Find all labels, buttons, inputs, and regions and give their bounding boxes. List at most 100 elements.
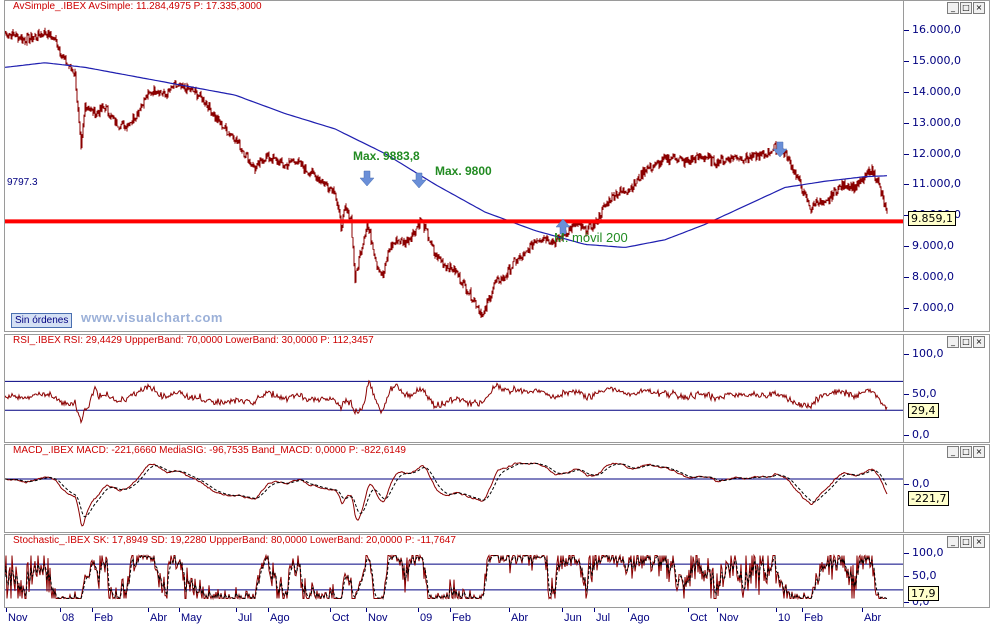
price-pane-header: AvSimple_.IBEX AvSimple: 11.284,4975 P: … — [13, 1, 262, 12]
x-tick-mark — [60, 608, 61, 612]
rsi-axis: _ □ × 100,0 50,0 0,0 29,4 — [904, 334, 990, 443]
watermark-text: www.visualchart.com — [81, 310, 223, 325]
x-tick-label: Jul — [238, 612, 253, 624]
rsi-chart — [5, 379, 903, 425]
x-tick-mark — [562, 608, 563, 612]
macd-axis: _ □ × 0,0 -221,7 — [904, 444, 990, 533]
price-bars — [5, 27, 888, 318]
close-icon[interactable]: × — [973, 336, 985, 348]
price-last-value: 9.859,1 — [908, 211, 956, 227]
price-chart — [5, 27, 903, 318]
x-tick-label: Ago — [270, 612, 290, 624]
price-window-controls: _ □ × — [947, 2, 985, 14]
price-tick: 7.000,0 — [904, 300, 954, 314]
arrow-max-2-icon — [411, 172, 427, 189]
macd-pane[interactable]: MACD_.IBEX MACD: -221,6660 MediaSIG: -96… — [4, 444, 904, 533]
x-tick-label: Nov — [719, 612, 739, 624]
annotation-max-2: Max. 9800 — [435, 164, 492, 178]
x-tick-label: Nov — [8, 612, 28, 624]
rsi-pane-header: RSI_.IBEX RSI: 29,4429 UppperBand: 70,00… — [13, 335, 374, 346]
price-tick: 8.000,0 — [904, 269, 954, 283]
rsi-tick-50: 50,0 — [904, 387, 937, 400]
x-tick-label: Feb — [804, 612, 823, 624]
time-axis: Nov 08 Feb Abr May Jul Ago Oct Nov 09 Feb Abr Jun Jul… — [4, 608, 904, 629]
annotation-max-1: Max. 9883,8 — [353, 149, 420, 163]
x-tick-label: Oct — [332, 612, 350, 624]
macd-chart — [5, 462, 903, 527]
macd-signal-line — [5, 462, 888, 518]
x-tick-label: Feb — [94, 612, 113, 624]
x-tick-label: May — [181, 612, 202, 624]
rsi-last-value: 29,4 — [908, 403, 939, 418]
price-axis: _ □ × 16.000,0 15.000,0 14.000,0 13.000,0 12… — [904, 0, 990, 332]
rsi-tick-100: 100,0 — [904, 347, 944, 360]
x-tick-mark — [418, 608, 419, 612]
arrow-cross-icon — [772, 141, 788, 158]
minimize-icon[interactable]: _ — [947, 446, 959, 458]
x-tick-mark — [366, 608, 367, 612]
x-tick-mark — [802, 608, 803, 612]
x-tick-label: Abr — [511, 612, 529, 624]
macd-pane-header: MACD_.IBEX MACD: -221,6660 MediaSIG: -96… — [13, 445, 406, 456]
x-tick-mark — [268, 608, 269, 612]
price-tick: 15.000,0 — [904, 54, 961, 68]
x-tick-mark — [509, 608, 510, 612]
price-tick: 14.000,0 — [904, 84, 961, 98]
stoch-pane[interactable]: Stochastic_.IBEX SK: 17,8949 SD: 19,2280… — [4, 534, 904, 608]
x-tick-mark — [628, 608, 629, 612]
price-tick: 11.000,0 — [904, 177, 961, 191]
price-tick: 9.000,0 — [904, 238, 954, 252]
price-tick: 12.000,0 — [904, 146, 961, 160]
x-tick-label: 10 — [778, 612, 791, 624]
minimize-icon[interactable]: _ — [947, 336, 959, 348]
macd-line — [5, 462, 888, 527]
annotation-moving-average: M. móvil 200 — [554, 230, 628, 245]
macd-window-controls: _ □ × — [947, 446, 985, 458]
arrow-ma-icon — [555, 218, 571, 235]
price-tick: 16.000,0 — [904, 23, 961, 37]
maximize-icon[interactable]: □ — [960, 446, 972, 458]
stoch-tick-100: 100,0 — [904, 546, 944, 559]
stoch-tick-50: 50,0 — [904, 569, 937, 582]
rsi-line — [5, 379, 888, 425]
close-icon[interactable]: × — [973, 446, 985, 458]
x-tick-label: 08 — [62, 612, 75, 624]
macd-last-value: -221,7 — [908, 491, 950, 506]
x-tick-mark — [148, 608, 149, 612]
x-tick-mark — [717, 608, 718, 612]
stoch-axis: _ □ × 100,0 50,0 0,0 17,9 — [904, 534, 990, 608]
rsi-pane[interactable]: RSI_.IBEX RSI: 29,4429 UppperBand: 70,00… — [4, 334, 904, 443]
x-tick-mark — [236, 608, 237, 612]
x-tick-label: Abr — [150, 612, 168, 624]
x-tick-label: Abr — [864, 612, 882, 624]
x-tick-mark — [862, 608, 863, 612]
x-tick-mark — [6, 608, 7, 612]
maximize-icon[interactable]: □ — [960, 336, 972, 348]
stoch-window-controls: _ □ × — [947, 536, 985, 548]
minimize-icon[interactable]: _ — [947, 2, 959, 14]
x-tick-mark — [330, 608, 331, 612]
stoch-last-value: 17,9 — [908, 586, 939, 601]
maximize-icon[interactable]: □ — [960, 536, 972, 548]
x-tick-label: Jun — [564, 612, 582, 624]
maximize-icon[interactable]: □ — [960, 2, 972, 14]
stoch-d-line — [5, 554, 888, 600]
x-tick-label: Feb — [452, 612, 471, 624]
support-level-label: 9797.3 — [7, 177, 38, 188]
rsi-window-controls: _ □ × — [947, 336, 985, 348]
arrow-max-1-icon — [359, 170, 375, 187]
close-icon[interactable]: × — [973, 2, 985, 14]
x-tick-label: Jul — [596, 612, 611, 624]
price-pane[interactable]: AvSimple_.IBEX AvSimple: 11.284,4975 P: … — [4, 0, 904, 332]
x-tick-mark — [92, 608, 93, 612]
close-icon[interactable]: × — [973, 536, 985, 548]
ma200-line — [5, 62, 888, 248]
orders-button[interactable]: Sin órdenes — [11, 313, 73, 328]
x-tick-mark — [179, 608, 180, 612]
x-tick-mark — [594, 608, 595, 612]
stoch-chart — [5, 553, 903, 601]
x-tick-label: Oct — [690, 612, 708, 624]
minimize-icon[interactable]: _ — [947, 536, 959, 548]
x-tick-label: Ago — [630, 612, 650, 624]
price-tick: 13.000,0 — [904, 115, 961, 129]
